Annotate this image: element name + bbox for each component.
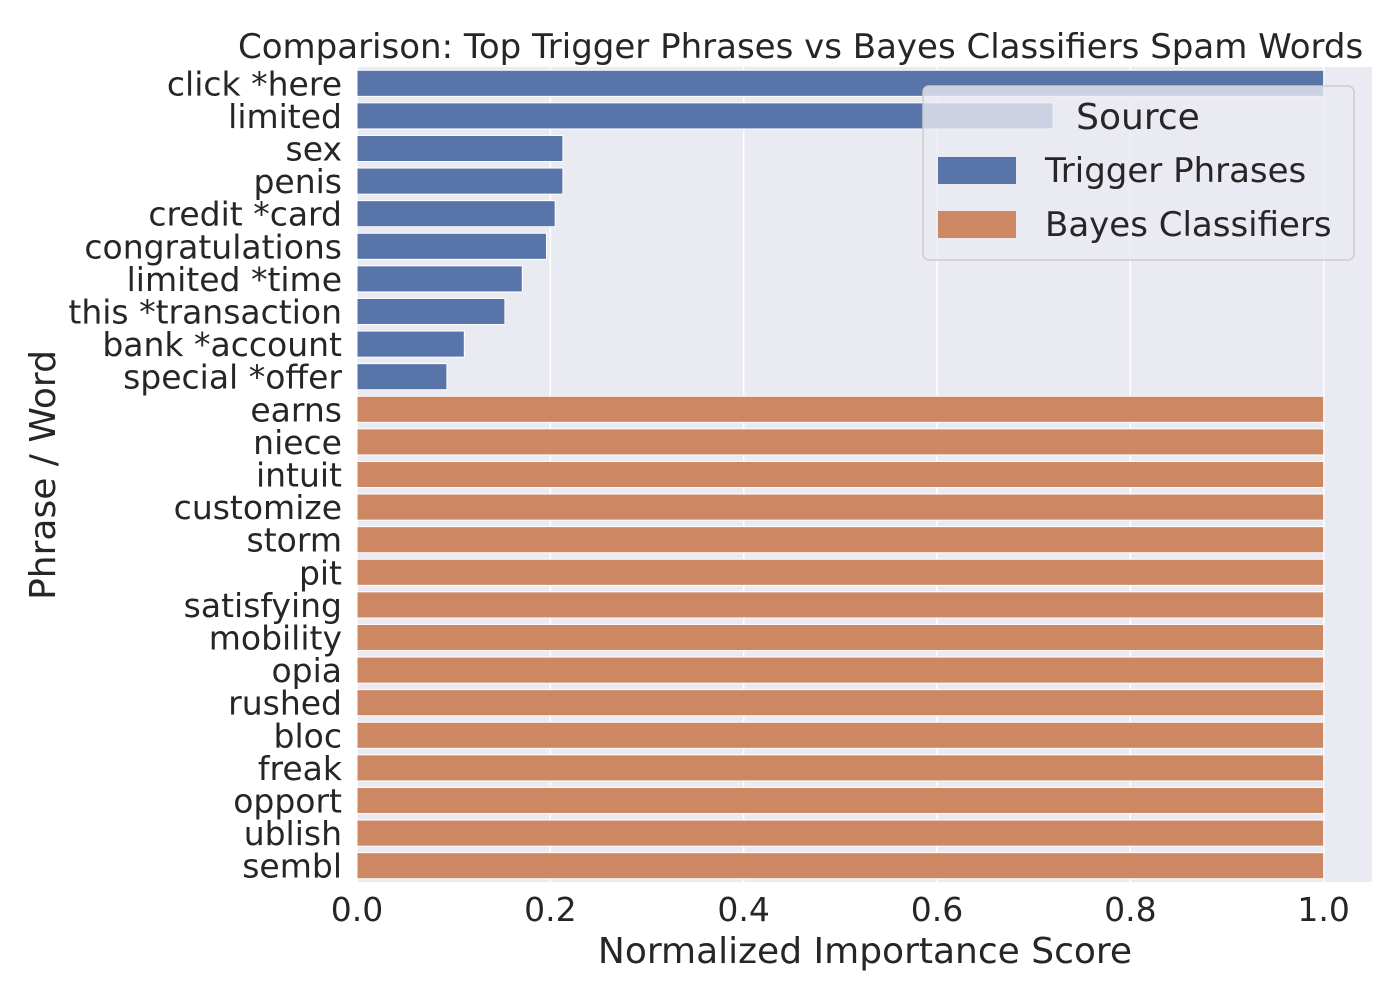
bar-congratulations[interactable]	[356, 232, 547, 260]
bar-intuit[interactable]	[356, 460, 1325, 489]
y-tick-label-freak: freak	[258, 749, 343, 788]
y-tick-label-earns: earns	[250, 390, 342, 429]
bar-mobility[interactable]	[356, 623, 1325, 652]
bar-this-transaction[interactable]	[356, 297, 506, 326]
y-axis-label: Phrase / Word	[23, 350, 64, 600]
legend-box	[922, 85, 1355, 261]
bar-special-offer[interactable]	[356, 363, 448, 391]
bar-opport[interactable]	[356, 786, 1325, 815]
legend-title: Source	[1076, 97, 1200, 138]
bars	[356, 69, 1325, 880]
y-tick-label-intuit: intuit	[256, 456, 342, 495]
y-tick-label-congratulations: congratulations	[84, 227, 342, 266]
legend-swatch-trigger-phrases	[938, 157, 1016, 184]
y-tick-label-storm: storm	[247, 521, 342, 560]
legend-label-bayes-classifiers: Bayes Classifiers	[1045, 205, 1332, 245]
legend[interactable]: Source Trigger Phrases Bayes Classifiers	[922, 85, 1355, 261]
y-tick-label-special-offer: special *offer	[123, 358, 342, 397]
y-tick-label-mobility: mobility	[209, 619, 342, 658]
bar-limited-time[interactable]	[356, 265, 523, 293]
y-tick-label-sembl: sembl	[242, 847, 342, 886]
legend-label-trigger-phrases: Trigger Phrases	[1044, 151, 1306, 191]
y-tick-label-pit: pit	[299, 553, 342, 592]
x-tick-label-0: 0.0	[331, 890, 383, 929]
bar-sembl[interactable]	[356, 852, 1325, 880]
bar-ublish[interactable]	[356, 819, 1325, 847]
y-tick-label-this-transaction: this *transaction	[68, 293, 342, 332]
bar-storm[interactable]	[356, 526, 1325, 554]
bar-credit-card[interactable]	[356, 200, 556, 228]
y-tick-label-niece: niece	[253, 423, 342, 462]
y-tick-label-credit-card: credit *card	[148, 195, 342, 234]
bar-satisfying[interactable]	[356, 591, 1325, 619]
bar-opia[interactable]	[356, 656, 1325, 684]
x-axis-label: Normalized Importance Score	[598, 931, 1132, 972]
chart-title: Comparison: Top Trigger Phrases vs Bayes…	[238, 27, 1363, 67]
y-tick-label-penis: penis	[253, 162, 342, 201]
y-tick-label-opia: opia	[271, 651, 342, 690]
y-tick-label-rushed: rushed	[228, 684, 342, 723]
y-tick-label-sex: sex	[286, 130, 342, 169]
y-tick-label-limited-time: limited *time	[127, 260, 342, 299]
x-tick-labels: 0.0 0.2 0.4 0.6 0.8 1.0	[331, 890, 1350, 929]
y-tick-label-bank-account: bank *account	[102, 325, 342, 364]
bar-niece[interactable]	[356, 428, 1325, 456]
x-tick-label-1: 0.2	[524, 890, 576, 929]
bar-customize[interactable]	[356, 493, 1325, 521]
bar-bank-account[interactable]	[356, 330, 465, 358]
y-tick-label-bloc: bloc	[274, 716, 342, 755]
legend-swatch-bayes-classifiers	[938, 211, 1016, 238]
bar-freak[interactable]	[356, 754, 1325, 782]
bar-earns[interactable]	[356, 395, 1325, 423]
x-tick-label-4: 0.8	[1104, 890, 1156, 929]
bar-bloc[interactable]	[356, 721, 1325, 749]
y-tick-label-opport: opport	[233, 782, 342, 821]
x-tick-label-2: 0.4	[717, 890, 769, 929]
x-tick-label-3: 0.6	[911, 890, 963, 929]
bar-pit[interactable]	[356, 558, 1325, 586]
y-tick-label-limited: limited	[228, 97, 342, 136]
y-tick-label-satisfying: satisfying	[184, 586, 342, 625]
y-tick-label-customize: customize	[174, 488, 342, 527]
bar-penis[interactable]	[356, 167, 564, 195]
y-tick-label-click-here: click *here	[167, 64, 342, 103]
bar-sex[interactable]	[356, 134, 564, 163]
bar-rushed[interactable]	[356, 689, 1325, 717]
y-tick-label-ublish: ublish	[244, 814, 342, 853]
x-tick-label-5: 1.0	[1297, 890, 1349, 929]
